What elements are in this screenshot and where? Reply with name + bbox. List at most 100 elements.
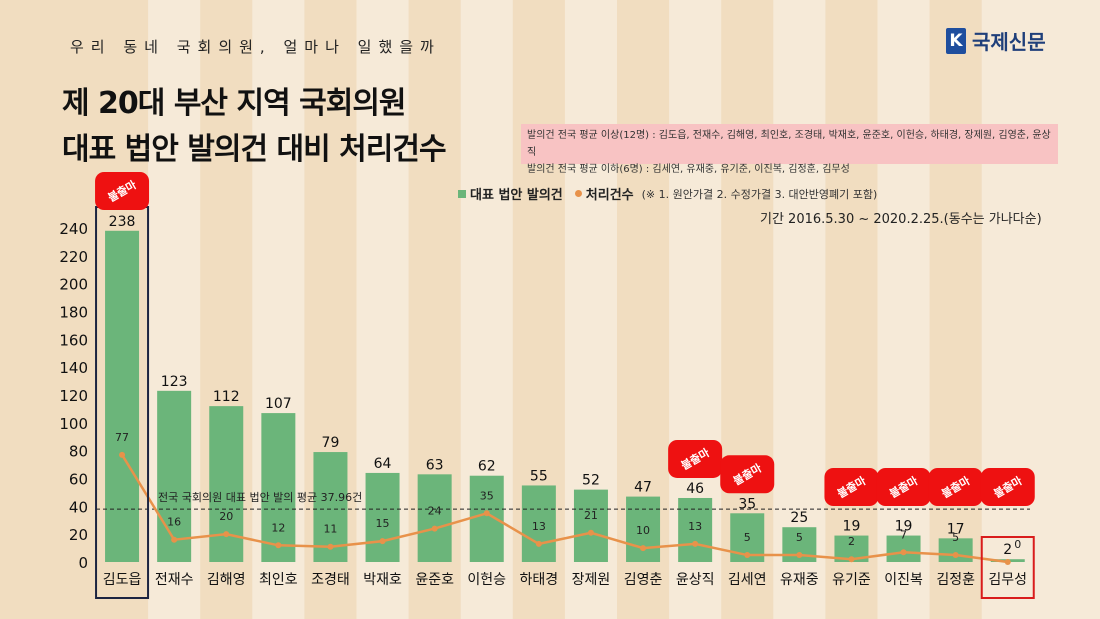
not-running-badge: 불출마 bbox=[824, 468, 879, 506]
brand-logo: K 국제신문 bbox=[946, 26, 1046, 55]
not-running-badge: 불출마 bbox=[720, 455, 775, 494]
period-label: 기간 2016.5.30 ~ 2020.2.25.(동수는 가나다순) bbox=[760, 212, 1042, 227]
y-tick-label: 40 bbox=[69, 498, 88, 516]
category-label: 박재호 bbox=[363, 572, 402, 588]
badge-bg bbox=[980, 468, 1035, 506]
bg-stripe bbox=[825, 0, 878, 619]
note-below-average: 발의건 전국 평균 이하(6명) : 김세연, 유재중, 유기준, 이진복, 김… bbox=[527, 164, 850, 175]
bar-value-label: 52 bbox=[582, 473, 600, 489]
processed-value-label: 2 bbox=[848, 535, 855, 548]
y-tick-label: 100 bbox=[59, 415, 88, 433]
badge-bg bbox=[668, 439, 723, 478]
y-tick-label: 220 bbox=[59, 248, 88, 266]
processed-value-label: 15 bbox=[376, 517, 390, 530]
processed-point bbox=[952, 552, 959, 559]
line-legend-note: (※ 1. 원안가결 2. 수정가결 3. 대안반영폐기 포함) bbox=[641, 187, 878, 201]
not-running-badge: 불출마 bbox=[928, 468, 983, 506]
y-tick-label: 0 bbox=[78, 554, 88, 572]
line-legend-swatch bbox=[574, 190, 582, 197]
bar-legend-swatch bbox=[458, 189, 466, 198]
bar-value-label: 107 bbox=[265, 396, 292, 412]
average-note-box: 발의건 전국 평균 이상(12명) : 김도읍, 전재수, 김해영, 최인호, … bbox=[521, 124, 1058, 175]
category-label: 조경태 bbox=[311, 572, 350, 588]
not-running-badge: 불출마 bbox=[980, 468, 1035, 506]
processed-point bbox=[744, 552, 751, 559]
processed-point bbox=[119, 451, 126, 458]
note-above-average: 발의건 전국 평균 이상(12명) : 김도읍, 전재수, 김해영, 최인호, … bbox=[527, 130, 1051, 158]
chart-legend: 대표 법안 발의건 처리건수 (※ 1. 원안가결 2. 수정가결 3. 대안반… bbox=[458, 184, 877, 203]
not-running-badge: 불출마 bbox=[876, 468, 931, 506]
category-label: 하태경 bbox=[520, 572, 559, 588]
category-label: 유재중 bbox=[780, 572, 819, 588]
bar-최인호 bbox=[261, 413, 296, 562]
processed-point bbox=[692, 540, 699, 547]
category-label: 이헌승 bbox=[467, 572, 506, 588]
bar-value-label: 19 bbox=[895, 519, 913, 535]
processed-point bbox=[535, 540, 542, 547]
bar-value-label: 25 bbox=[790, 510, 808, 526]
page-title-line1: 제 20대 부산 지역 국회의원 bbox=[62, 86, 407, 121]
category-label: 김영춘 bbox=[624, 572, 663, 588]
y-tick-label: 120 bbox=[59, 387, 88, 405]
y-tick-label: 60 bbox=[69, 471, 88, 489]
bar-legend-label: 대표 법안 발의건 bbox=[470, 188, 563, 203]
category-label: 전재수 bbox=[155, 572, 194, 588]
processed-value-label: 12 bbox=[271, 521, 285, 534]
bar-value-label: 238 bbox=[109, 214, 136, 230]
category-label: 유기준 bbox=[832, 572, 871, 588]
badge-bg bbox=[876, 468, 931, 506]
bar-전재수 bbox=[157, 390, 192, 562]
bar-하태경 bbox=[521, 485, 556, 562]
category-label: 김정훈 bbox=[936, 572, 975, 588]
processed-value-label: 24 bbox=[428, 505, 442, 518]
bar-박재호 bbox=[365, 472, 400, 562]
y-tick-label: 20 bbox=[69, 526, 88, 544]
badge-bg bbox=[95, 172, 150, 210]
line-legend-label: 처리건수 bbox=[585, 188, 634, 203]
bar-value-label: 35 bbox=[738, 496, 756, 512]
processed-value-label: 7 bbox=[900, 528, 907, 541]
category-label: 장제원 bbox=[572, 572, 611, 588]
category-label: 김세연 bbox=[728, 572, 767, 588]
category-label: 이진복 bbox=[884, 572, 923, 588]
bar-김해영 bbox=[209, 406, 244, 562]
processed-point bbox=[796, 552, 803, 559]
bar-value-label: 47 bbox=[634, 480, 652, 496]
processed-value-label: 21 bbox=[584, 509, 598, 522]
bar-value-label: 112 bbox=[213, 389, 240, 405]
processed-point bbox=[431, 525, 438, 532]
bar-value-label: 79 bbox=[322, 435, 340, 451]
bar-value-label: 63 bbox=[426, 457, 444, 473]
y-tick-label: 240 bbox=[59, 220, 88, 238]
category-label: 김도읍 bbox=[103, 572, 142, 588]
processed-point bbox=[379, 538, 386, 545]
badge-bg bbox=[928, 468, 983, 506]
processed-point bbox=[848, 556, 855, 563]
bg-stripe bbox=[929, 0, 982, 619]
bar-value-label: 46 bbox=[686, 481, 704, 497]
bar-value-label: 17 bbox=[947, 521, 965, 537]
bar-value-label: 19 bbox=[843, 519, 861, 535]
processed-value-label: 5 bbox=[796, 531, 803, 544]
category-label: 최인호 bbox=[259, 572, 298, 588]
category-label: 윤준호 bbox=[415, 572, 454, 588]
bar-value-label: 55 bbox=[530, 468, 548, 484]
processed-value-label: 13 bbox=[532, 520, 546, 533]
bar-value-label: 64 bbox=[374, 456, 392, 472]
processed-point bbox=[171, 536, 178, 543]
badge-bg bbox=[720, 455, 775, 494]
processed-value-label: 11 bbox=[323, 523, 337, 536]
processed-point bbox=[483, 510, 490, 517]
processed-value-label: 0 bbox=[1014, 538, 1021, 551]
bar-장제원 bbox=[573, 489, 608, 562]
category-label: 윤상직 bbox=[676, 572, 715, 588]
y-tick-label: 200 bbox=[59, 276, 88, 294]
processed-value-label: 5 bbox=[744, 531, 751, 544]
category-label: 김해영 bbox=[207, 572, 246, 588]
processed-value-label: 13 bbox=[688, 520, 702, 533]
processed-point bbox=[587, 529, 594, 536]
badge-bg bbox=[824, 468, 879, 506]
processed-line bbox=[120, 454, 1008, 564]
highlight-box-김무성 bbox=[980, 536, 1035, 599]
logo-k-icon: K bbox=[946, 27, 966, 54]
